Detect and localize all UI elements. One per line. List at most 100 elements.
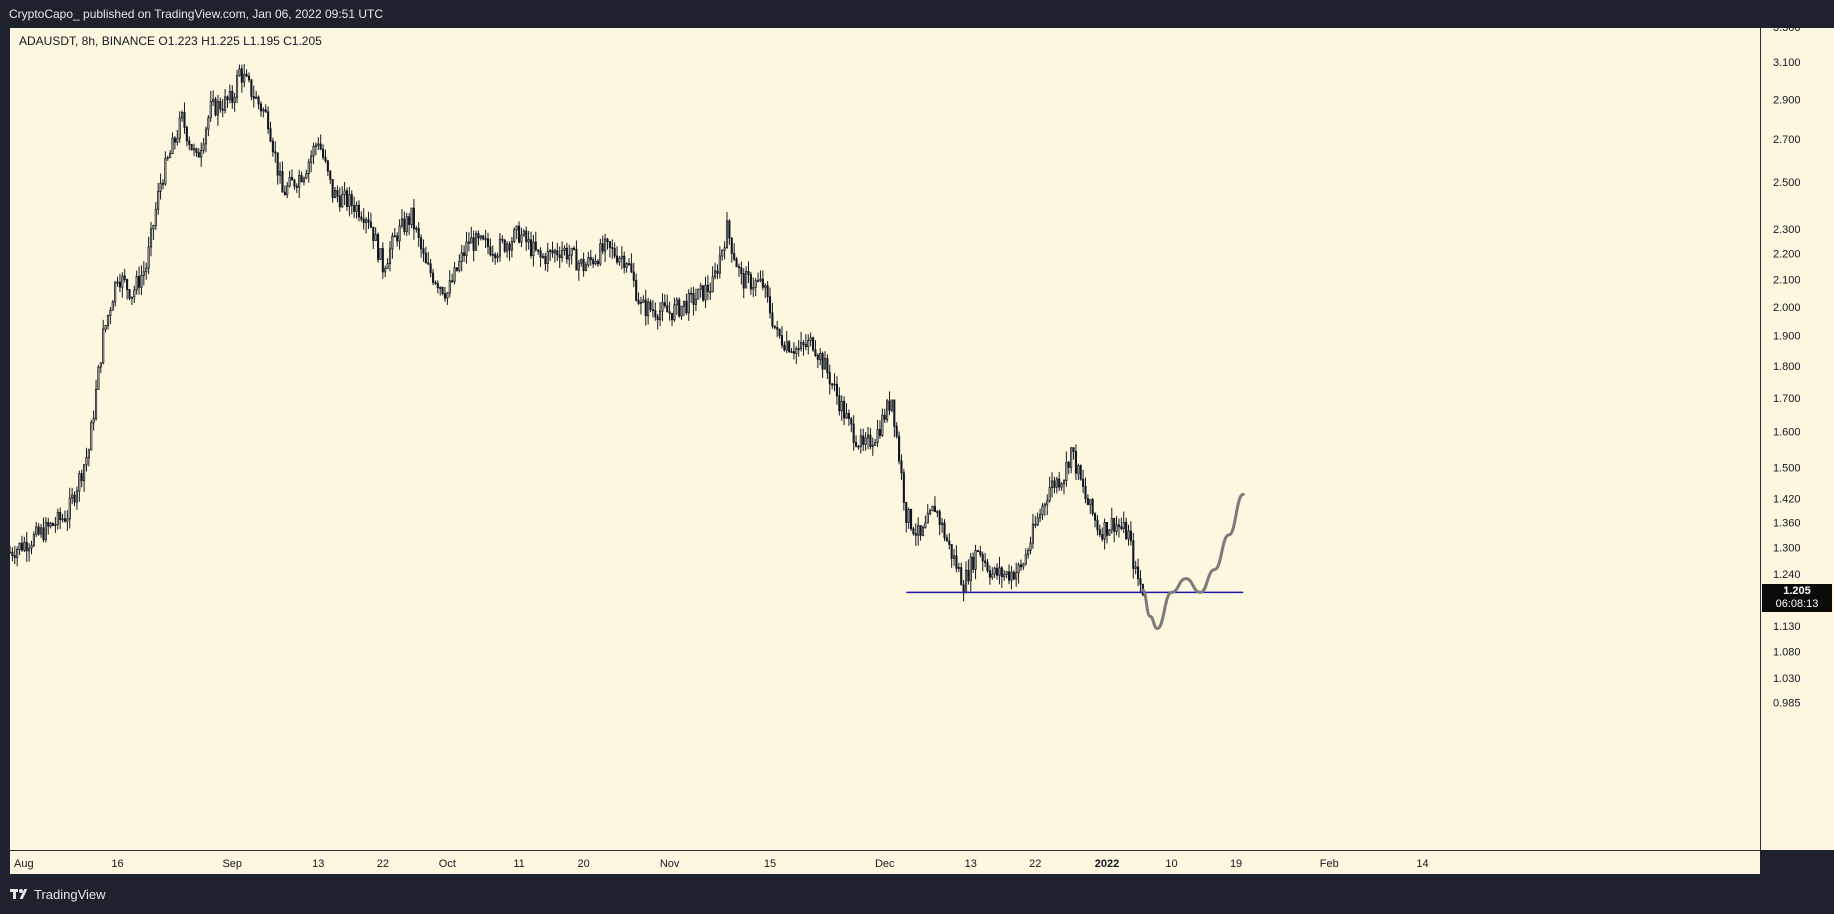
time-tick-label: Dec: [875, 858, 895, 870]
candle-body: [888, 400, 891, 411]
candle-body: [702, 285, 705, 301]
candle-body: [73, 494, 76, 503]
candle-body: [1017, 564, 1020, 574]
candle-body: [754, 280, 757, 288]
price-tick-label: 1.420: [1773, 493, 1801, 505]
candle-body: [833, 383, 836, 386]
candle-body: [85, 457, 88, 466]
candle-body: [986, 562, 989, 572]
candle-body: [159, 182, 162, 192]
candle-body: [761, 278, 764, 288]
candle-body: [687, 292, 690, 314]
candle-body: [116, 281, 119, 284]
price-axis[interactable]: 3.300 3.100 2.900 2.700 2.500 2.300 2.200 2.100…: [1760, 22, 1834, 850]
candle-body: [183, 112, 186, 128]
candle-body: [917, 525, 920, 536]
candle-body: [233, 96, 236, 103]
candle-body: [267, 111, 270, 130]
candle-body: [149, 228, 153, 248]
candle-body: [623, 255, 626, 268]
time-axis[interactable]: Aug 16 Sep 13 22 Oct 11 20 Nov 15 Dec 13 22 2022 10 19 F…: [10, 850, 1760, 875]
candle-body: [104, 325, 107, 330]
candle-body: [190, 144, 193, 151]
candle-body: [68, 497, 71, 520]
candle-body: [78, 473, 81, 492]
candle-body: [893, 399, 896, 427]
price-chart[interactable]: [10, 28, 1760, 850]
time-tick-label: 13: [312, 858, 324, 870]
candle-body: [128, 289, 131, 299]
candle-body: [972, 556, 975, 570]
candle-body: [606, 238, 609, 243]
candle-body: [721, 249, 724, 257]
candle-body: [494, 254, 497, 259]
candle-body: [847, 413, 850, 420]
candle-body: [869, 434, 872, 448]
candle-body: [338, 195, 341, 208]
candle-body: [804, 344, 807, 348]
candle-body: [274, 151, 277, 154]
candle-body: [1048, 487, 1051, 502]
price-tick-label: 1.130: [1773, 621, 1801, 633]
candle-body: [420, 237, 423, 250]
candle-body: [49, 522, 52, 527]
candle-body: [181, 112, 184, 119]
candle-body: [61, 518, 64, 521]
candle-body: [1022, 563, 1025, 568]
candle-body: [745, 271, 748, 289]
candle-body: [988, 570, 991, 578]
candle-body: [546, 250, 549, 264]
candle-body: [952, 555, 956, 559]
candle-body: [998, 567, 1001, 576]
candle-body: [936, 511, 939, 513]
candle-body: [111, 301, 114, 311]
candle-body: [121, 275, 124, 288]
candle-body: [929, 510, 932, 514]
candle-body: [1060, 483, 1063, 488]
candle-body: [563, 247, 566, 251]
candle-body: [570, 247, 573, 256]
candle-body: [962, 584, 965, 593]
candle-body: [350, 194, 353, 206]
candle-body: [589, 256, 592, 261]
candle-body: [725, 220, 729, 249]
projection-path[interactable]: [1141, 492, 1245, 630]
candle-body: [1132, 540, 1135, 569]
candle-body: [898, 435, 901, 462]
candle-body: [592, 259, 595, 265]
candle-body: [964, 569, 968, 593]
candle-body: [114, 281, 117, 303]
candle-body: [855, 442, 858, 447]
candle-body: [1027, 550, 1030, 556]
candle-body: [319, 143, 322, 150]
candle-body: [243, 73, 246, 83]
chart-pane[interactable]: [10, 28, 1760, 850]
candle-body: [544, 255, 547, 264]
candle-body: [1098, 529, 1101, 535]
candle-body: [410, 207, 413, 225]
candle-body: [620, 255, 623, 259]
candle-body: [979, 551, 982, 555]
candle-body: [463, 252, 466, 256]
candle-body: [102, 328, 105, 364]
candle-body: [188, 140, 191, 145]
candle-body: [778, 328, 781, 336]
candle-body: [1139, 578, 1142, 585]
candle-body: [429, 263, 432, 274]
candle-body: [455, 267, 458, 271]
candle-body: [1105, 522, 1109, 536]
candle-body: [484, 238, 487, 241]
candle-body: [651, 309, 654, 312]
price-tick-label: 2.900: [1773, 94, 1801, 106]
tradingview-brand[interactable]: TradingView: [10, 887, 106, 902]
candle-body: [747, 271, 750, 275]
candle-body: [663, 302, 666, 307]
candle-body: [491, 254, 494, 256]
candle-body: [661, 302, 664, 312]
candle-body: [286, 185, 289, 196]
price-tick-label: 1.300: [1773, 543, 1801, 555]
candle-body: [1108, 529, 1111, 536]
candle-body: [675, 299, 678, 306]
candle-body: [166, 157, 169, 160]
candle-body: [16, 549, 19, 558]
